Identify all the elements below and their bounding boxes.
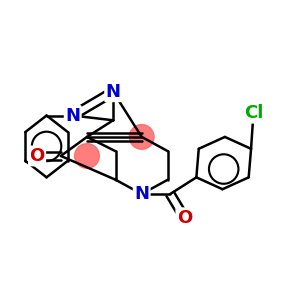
Text: N: N — [106, 83, 121, 101]
Circle shape — [129, 124, 154, 149]
Text: O: O — [177, 209, 192, 227]
Text: N: N — [134, 185, 149, 203]
Text: O: O — [29, 147, 45, 165]
Text: Cl: Cl — [244, 104, 263, 122]
Circle shape — [75, 144, 99, 168]
Text: N: N — [65, 106, 80, 124]
